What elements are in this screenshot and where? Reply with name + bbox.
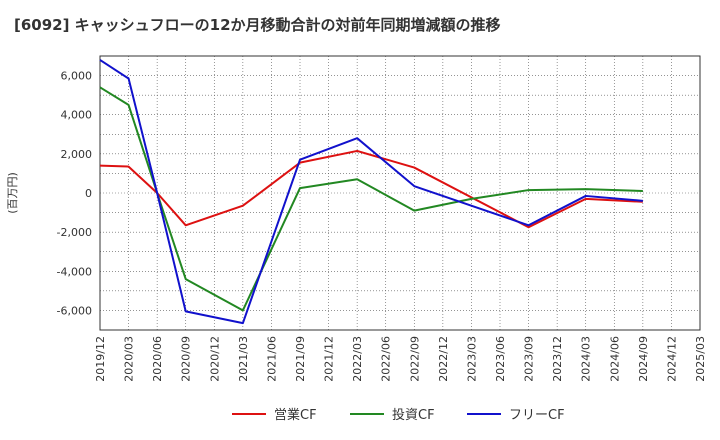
x-tick-label: 2021/09: [294, 336, 307, 382]
x-tick-label: 2020/03: [123, 336, 136, 382]
x-tick-label: 2023/12: [551, 336, 564, 382]
x-tick-label: 2021/06: [265, 336, 278, 382]
x-tick-label: 2025/03: [694, 336, 707, 382]
x-tick-label: 2023/09: [523, 336, 536, 382]
x-tick-label: 2021/03: [237, 336, 250, 382]
y-axis-label: (百万円): [6, 172, 19, 214]
x-tick-label: 2024/03: [580, 336, 593, 382]
x-tick-label: 2022/12: [437, 336, 450, 382]
x-tick-label: 2024/09: [637, 336, 650, 382]
legend-label-1: 営業CF: [274, 407, 317, 423]
x-tick-label: 2019/12: [94, 336, 107, 382]
legend: 営業CF 投資CF フリーCF: [232, 407, 565, 423]
y-tick-label: -4,000: [57, 265, 92, 278]
x-tick-label: 2021/12: [323, 336, 336, 382]
x-tick-label: 2020/09: [180, 336, 193, 382]
x-tick-label: 2022/03: [351, 336, 364, 382]
series-line-2: [99, 86, 643, 312]
y-tick-label: -2,000: [57, 226, 92, 239]
y-tick-label: -6,000: [57, 304, 92, 317]
x-axis-ticks: 2019/12 2020/03 2020/06 2020/09 2020/12 2021/…: [94, 336, 707, 382]
x-tick-label: 2022/09: [408, 336, 421, 382]
legend-label-3: フリーCF: [509, 408, 565, 423]
y-tick-label: 2,000: [61, 148, 93, 161]
y-axis-ticks: -6,000 -4,000 -2,000 0 2,000 4,000 6,000: [57, 70, 92, 318]
x-tick-label: 2020/06: [151, 336, 164, 382]
x-tick-label: 2024/06: [608, 336, 621, 382]
x-tick-label: 2023/06: [494, 336, 507, 382]
x-tick-label: 2020/12: [208, 336, 221, 382]
plot-frame: [99, 55, 701, 331]
x-tick-label: 2024/12: [665, 336, 678, 382]
series-lines: [99, 59, 643, 325]
y-tick-label: 0: [85, 187, 92, 200]
grid: [100, 56, 700, 330]
y-tick-label: 4,000: [61, 109, 93, 122]
x-tick-label: 2023/03: [465, 336, 478, 382]
series-line-3: [99, 59, 643, 325]
chart-title: [6092] キャッシュフローの12か月移動合計の対前年同期増減額の推移: [14, 16, 501, 34]
x-tick-label: 2022/06: [380, 336, 393, 382]
y-tick-label: 6,000: [61, 70, 93, 83]
legend-label-2: 投資CF: [392, 407, 435, 423]
